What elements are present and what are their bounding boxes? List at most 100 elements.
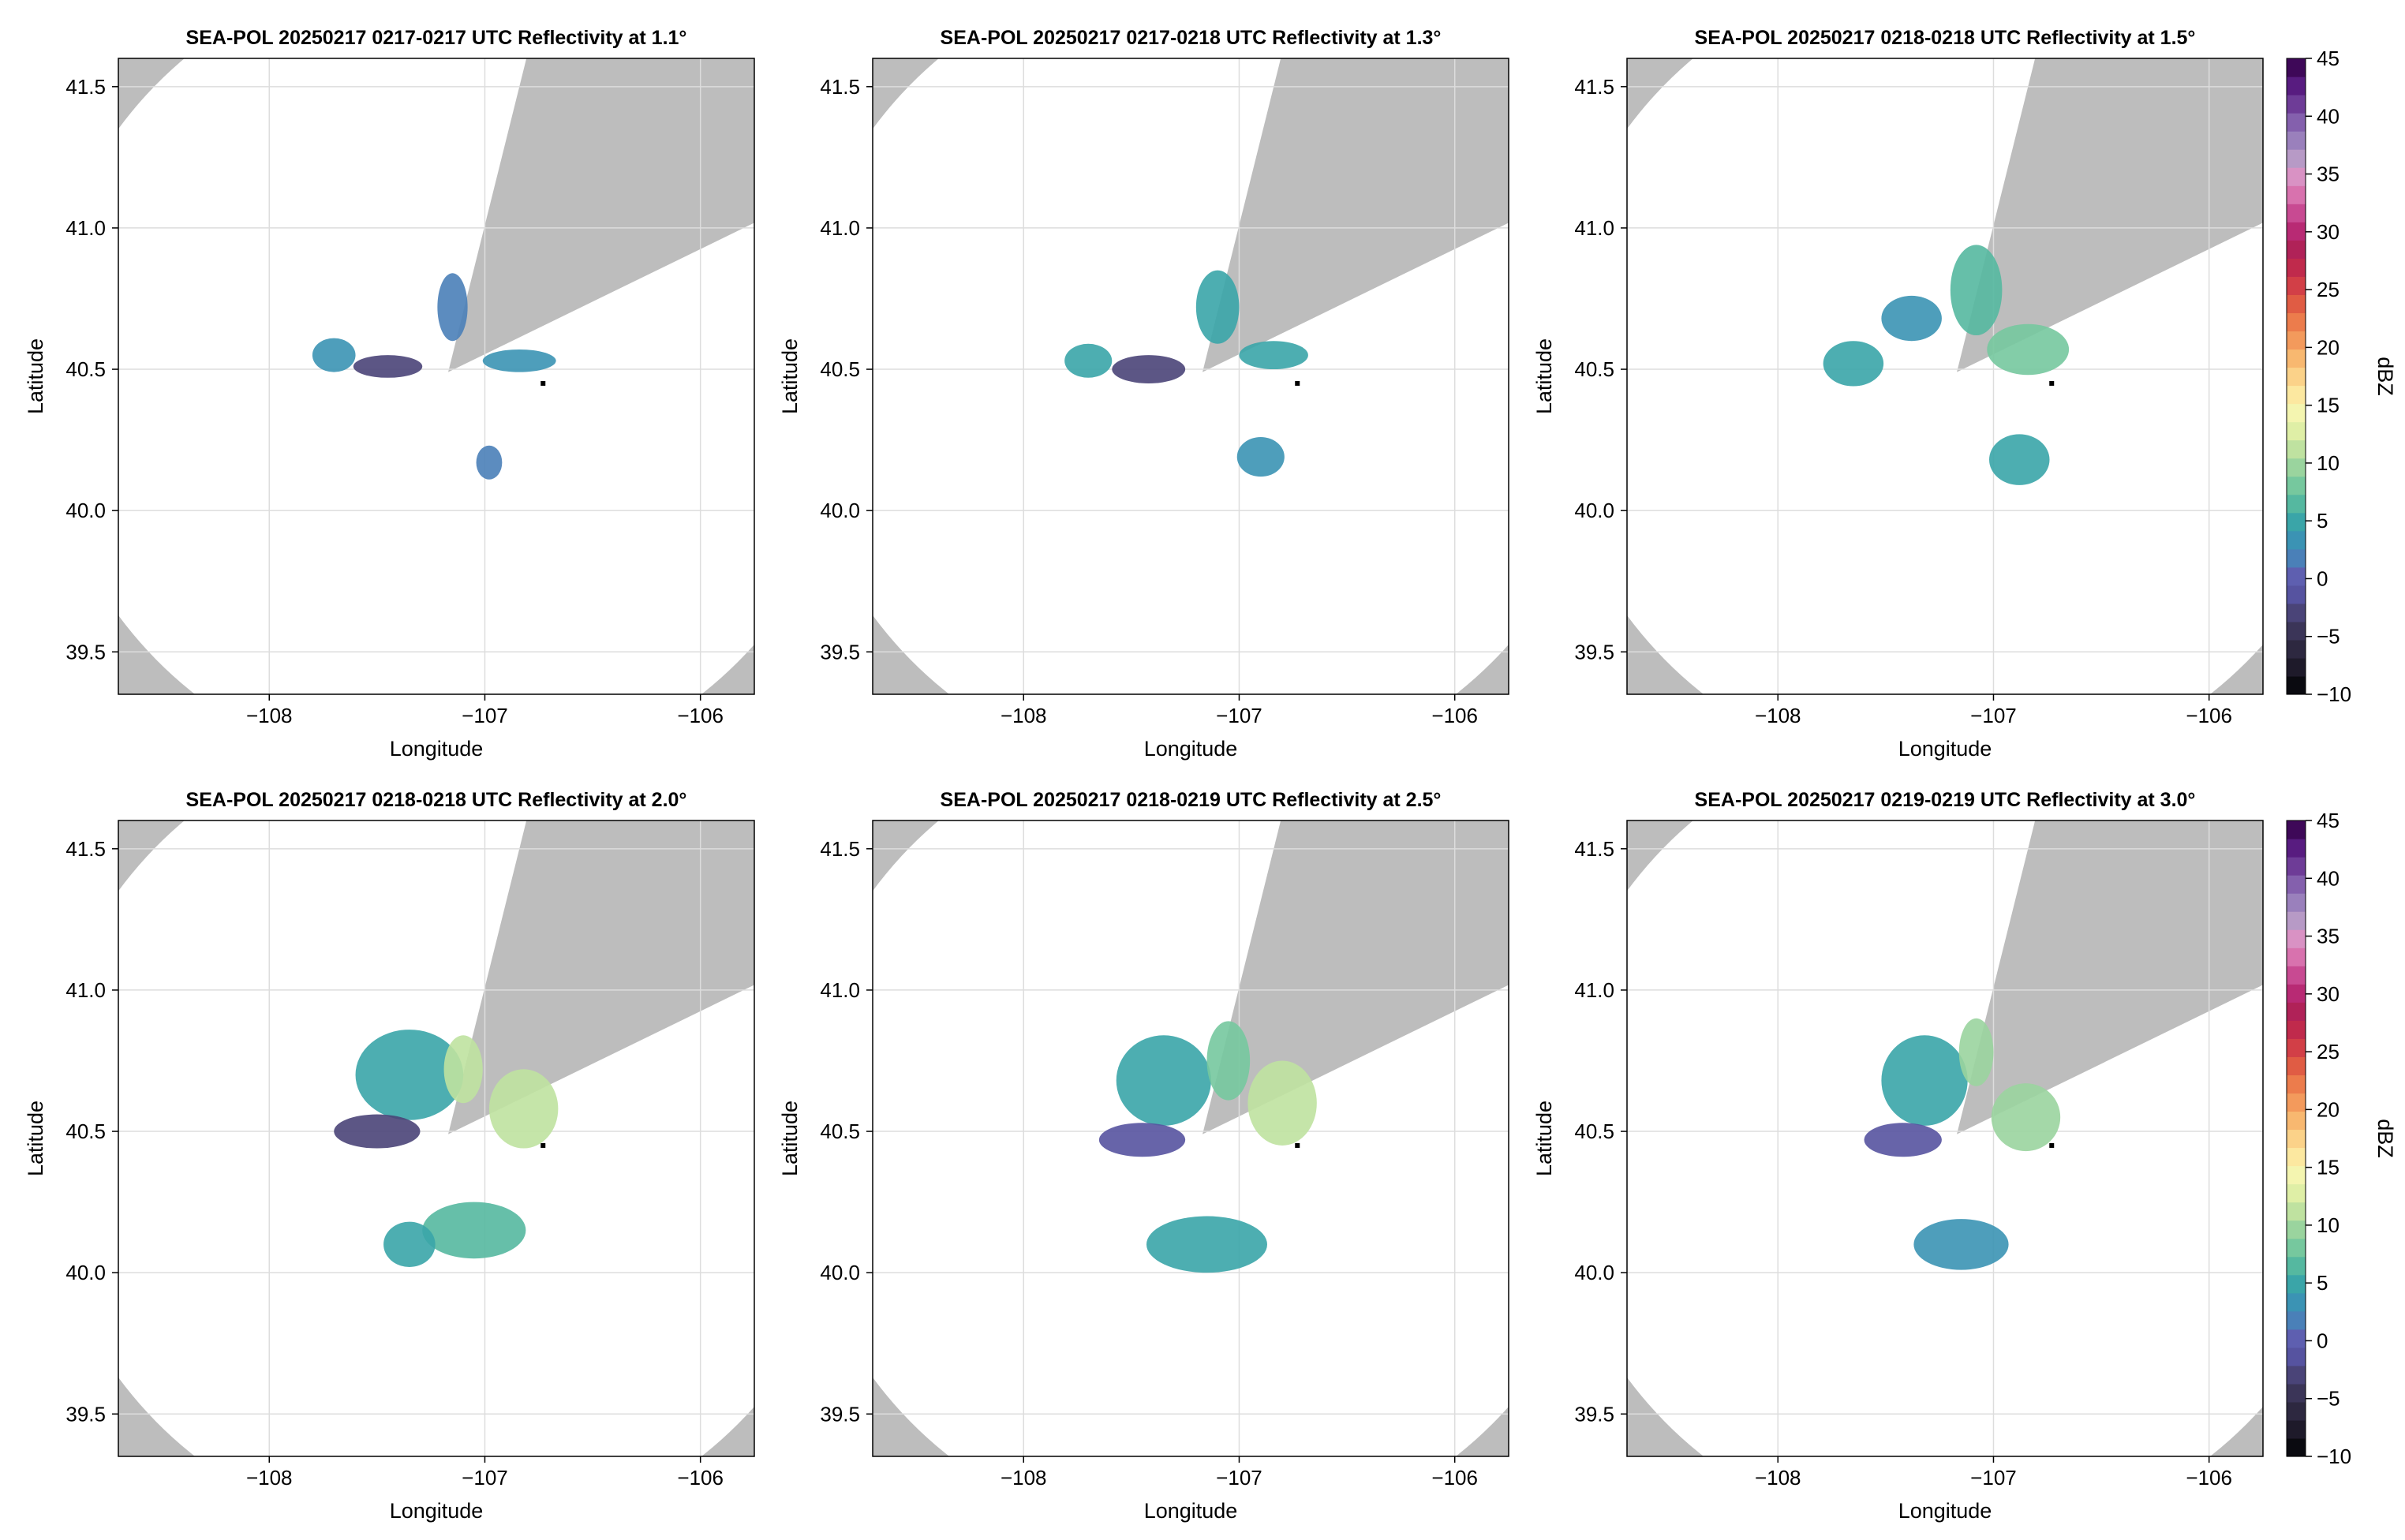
colorbar-segment xyxy=(2287,439,2306,459)
y-tick-label: 40.0 xyxy=(820,1261,860,1284)
colorbar-segment xyxy=(2287,167,2306,186)
plot-frame xyxy=(872,820,1509,1457)
colorbar-tick-label: 5 xyxy=(2317,1271,2328,1295)
colorbar-segment xyxy=(2287,1274,2306,1294)
colorbar-segment xyxy=(2287,1093,2306,1112)
site-marker xyxy=(2049,1142,2055,1148)
x-tick-label: −107 xyxy=(1970,1466,2017,1490)
colorbar-tick-label: 45 xyxy=(2317,47,2340,70)
colorbar-segment xyxy=(2287,1383,2306,1403)
colorbar-segment xyxy=(2287,1419,2306,1439)
panel-title: SEA-POL 20250217 0219-0219 UTC Reflectiv… xyxy=(1695,789,2196,811)
colorbar-tick-label: 25 xyxy=(2317,1040,2340,1063)
colorbar-segment xyxy=(2287,403,2306,423)
colorbar-segment xyxy=(2287,857,2306,876)
colorbar-segment xyxy=(2287,1202,2306,1221)
y-tick-label: 41.5 xyxy=(820,837,860,861)
echo-cell-5 xyxy=(476,445,503,480)
echo-cell-5 xyxy=(422,1202,526,1259)
y-tick-label: 39.5 xyxy=(820,1402,860,1426)
colorbar-segment xyxy=(2287,240,2306,259)
colorbar-segment xyxy=(2287,1401,2306,1421)
colorbar-segment xyxy=(2287,603,2306,622)
y-tick-label: 41.5 xyxy=(65,75,106,99)
y-tick-label: 40.5 xyxy=(1574,357,1614,381)
colorbars: −10 −5 0 5 10 15 20 25 30 35 40 45 dBZ −10 −5 0 5 10 15 20 2… xyxy=(2286,47,2397,1468)
site-marker xyxy=(540,1142,546,1148)
x-tick-label: −108 xyxy=(246,704,293,727)
colorbar-tick-label: 15 xyxy=(2317,394,2340,417)
echo-cell-4 xyxy=(1239,341,1308,370)
colorbar-segment xyxy=(2287,1238,2306,1258)
colorbar-tick-label: 20 xyxy=(2317,1097,2340,1121)
echo-cell-5 xyxy=(1146,1216,1267,1273)
site-marker xyxy=(540,380,546,386)
colorbar-segment xyxy=(2287,258,2306,277)
colorbar-segment xyxy=(2287,77,2306,95)
echo-cell-2 xyxy=(353,355,423,378)
colorbar-segment xyxy=(2287,1220,2306,1239)
colorbar-segment xyxy=(2287,820,2306,839)
plot-area xyxy=(1627,820,2263,1456)
y-tick-label: 41.5 xyxy=(65,837,106,861)
colorbar-segment xyxy=(2287,984,2306,1003)
colorbar-tick-label: 30 xyxy=(2317,220,2340,244)
y-tick-label: 40.0 xyxy=(65,1261,106,1284)
colorbar-segment xyxy=(2287,476,2306,495)
echo-cell-3 xyxy=(1991,1083,2061,1152)
colorbar-tick-label: 30 xyxy=(2317,982,2340,1006)
x-axis-label: Longitude xyxy=(1144,737,1238,761)
y-tick-label: 39.5 xyxy=(820,640,860,663)
y-tick-label: 40.0 xyxy=(820,499,860,522)
x-axis-label: Longitude xyxy=(1898,737,1992,761)
colorbar-segment xyxy=(2287,875,2306,894)
echo-cell-1 xyxy=(1064,343,1113,378)
y-tick-label: 39.5 xyxy=(1574,1402,1614,1426)
colorbar-tick-label: 35 xyxy=(2317,163,2340,186)
site-marker xyxy=(1295,1142,1300,1148)
echo-cell-3 xyxy=(1195,270,1240,344)
colorbar-segment xyxy=(2287,1292,2306,1312)
colorbar-tick-label: 10 xyxy=(2317,1213,2340,1237)
y-tick-label: 40.0 xyxy=(65,499,106,522)
echo-cell-4 xyxy=(1864,1123,1942,1157)
y-tick-label: 40.5 xyxy=(1574,1119,1614,1143)
colorbar-segment xyxy=(2287,131,2306,150)
colorbar-tick-label: 40 xyxy=(2317,866,2340,890)
x-tick-label: −106 xyxy=(1431,1466,1478,1490)
y-tick-label: 41.5 xyxy=(1574,837,1614,861)
x-tick-label: −106 xyxy=(2186,1466,2232,1490)
plot-area xyxy=(1627,58,2263,694)
reflectivity-panel-4: SEA-POL 20250217 0218-0218 UTC Reflectiv… xyxy=(24,789,755,1523)
plot-frame xyxy=(118,820,755,1457)
plot-frame xyxy=(1626,820,2264,1457)
colorbar-label: dBZ xyxy=(2373,357,2397,396)
y-tick-label: 39.5 xyxy=(65,640,106,663)
y-tick-label: 41.0 xyxy=(820,978,860,1002)
colorbar-segment xyxy=(2287,548,2306,568)
colorbar-segment xyxy=(2287,512,2306,532)
colorbar-segment xyxy=(2287,1111,2306,1131)
colorbar-tick-label: 0 xyxy=(2317,1329,2328,1352)
colorbar-frame xyxy=(2286,58,2306,695)
echo-cell-4 xyxy=(482,349,556,372)
site-marker xyxy=(2049,380,2055,386)
x-axis-label: Longitude xyxy=(1898,1499,1992,1523)
colorbar-segment xyxy=(2287,458,2306,477)
y-tick-label: 41.0 xyxy=(65,978,106,1002)
colorbar-segment xyxy=(2287,675,2306,695)
plot-frame xyxy=(118,58,755,695)
x-tick-label: −108 xyxy=(1755,704,1801,727)
y-tick-label: 40.0 xyxy=(1574,499,1614,522)
echo-cell-4 xyxy=(1098,1123,1186,1157)
reflectivity-panel-5: SEA-POL 20250217 0218-0219 UTC Reflectiv… xyxy=(778,789,1509,1523)
colorbar-segment xyxy=(2287,1437,2306,1457)
echo-cell-1 xyxy=(1881,1035,1968,1126)
colorbar-segment xyxy=(2287,1075,2306,1094)
colorbar-segment xyxy=(2287,294,2306,313)
echo-cell-4 xyxy=(334,1114,421,1149)
colorbar-segment xyxy=(2287,1038,2306,1057)
echo-cell-3 xyxy=(1247,1060,1317,1146)
y-axis-label: Latitude xyxy=(24,338,47,414)
echo-cell-5 xyxy=(1236,437,1285,477)
